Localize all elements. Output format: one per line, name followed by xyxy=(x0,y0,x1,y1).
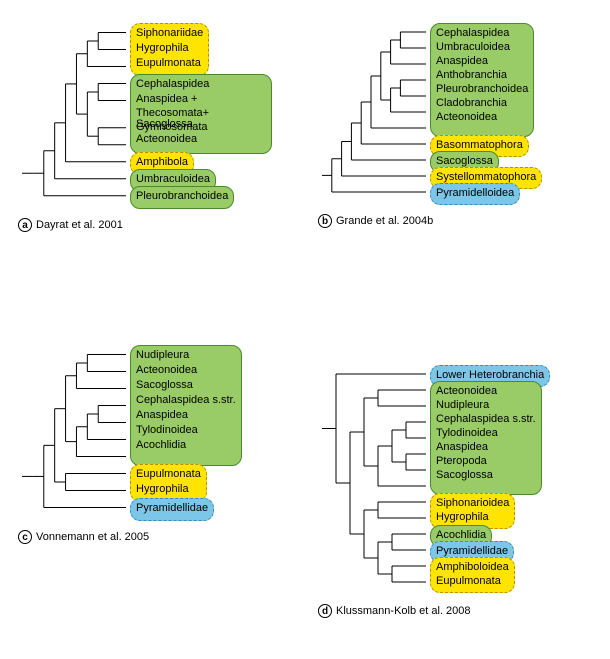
taxon-label: Siphonarioidea xyxy=(436,497,509,511)
taxon-label: Cephalaspidea s.str. xyxy=(436,413,536,427)
taxon-label: Anaspidea xyxy=(436,55,528,69)
taxon-group: Pyramidellidae xyxy=(130,498,214,521)
cladogram xyxy=(18,16,128,212)
taxon-label: Anaspidea xyxy=(436,441,536,455)
taxon-label: Eupulmonata xyxy=(436,575,509,589)
taxon-group: NudipleuraActeonoideaSacoglossaCephalasp… xyxy=(130,345,242,466)
cladogram xyxy=(318,16,428,208)
taxon-group: CephalaspideaAnaspidea + Thecosomata+ Gy… xyxy=(130,74,272,154)
taxon-group: CephalaspideaUmbraculoideaAnaspideaAntho… xyxy=(430,23,534,137)
panel-citation: Grande et al. 2004b xyxy=(336,215,433,227)
taxon-group: SiphonarioideaHygrophila xyxy=(430,493,515,529)
taxon-label: Acochlidia xyxy=(136,439,236,454)
taxon-label: Eupulmonata xyxy=(136,57,203,72)
panel-caption: c Vonnemann et al. 2005 xyxy=(18,530,149,544)
taxon-label: Pleurobranchoidea xyxy=(136,190,228,205)
taxon-label: Tylodinoidea xyxy=(136,424,236,439)
panel-c: NudipleuraActeonoideaSacoglossaCephalasp… xyxy=(18,338,308,578)
panel-b: CephalaspideaUmbraculoideaAnaspideaAntho… xyxy=(318,16,608,256)
panel-caption: a Dayrat et al. 2001 xyxy=(18,218,123,232)
taxon-label: Eupulmonata xyxy=(136,468,201,483)
panel-citation: Klussmann-Kolb et al. 2008 xyxy=(336,605,471,617)
panel-letter: c xyxy=(18,530,32,544)
taxon-group: EupulmonataHygrophila xyxy=(130,464,207,502)
taxon-label: Sacoglossa xyxy=(136,379,236,394)
taxon-label: Hygrophila xyxy=(136,483,201,498)
taxon-group: Pyramidelloidea xyxy=(430,183,520,205)
panel-letter: d xyxy=(318,604,332,618)
taxon-label: Pyramidelloidea xyxy=(436,187,514,201)
taxon-label: Pyramidellidae xyxy=(136,502,208,517)
taxon-label: Nudipleura xyxy=(136,349,236,364)
taxon-label: Cephalaspidea xyxy=(436,27,528,41)
taxon-label: Sacoglossa xyxy=(436,469,536,483)
taxon-label: Anthobranchia xyxy=(436,69,528,83)
taxon-group: Pleurobranchoidea xyxy=(130,186,234,209)
panel-letter: a xyxy=(18,218,32,232)
taxon-label: Pleurobranchoidea xyxy=(436,83,528,97)
taxon-group: SiphonariidaeHygrophilaEupulmonata xyxy=(130,23,209,76)
taxon-label: Anaspidea + Thecosomata+ Gymnosomata xyxy=(136,93,266,118)
cladogram xyxy=(18,338,128,524)
taxon-label: Cephalaspidea xyxy=(136,78,266,93)
taxon-label: Acteonoidea xyxy=(136,364,236,379)
panel-citation: Vonnemann et al. 2005 xyxy=(36,531,149,543)
panel-letter: b xyxy=(318,214,332,228)
taxon-label: Cephalaspidea s.str. xyxy=(136,394,236,409)
panel-d: Lower HeterobranchiaActeonoideaNudipleur… xyxy=(318,358,608,638)
taxon-label: Hygrophila xyxy=(436,511,509,525)
panel-caption: d Klussmann-Kolb et al. 2008 xyxy=(318,604,471,618)
taxon-label: Amphiboloidea xyxy=(436,561,509,575)
taxon-label: Anaspidea xyxy=(136,409,236,424)
taxon-label: Siphonariidae xyxy=(136,27,203,42)
taxon-label: Acteonoidea xyxy=(136,133,266,148)
taxon-label: Nudipleura xyxy=(436,399,536,413)
panel-caption: b Grande et al. 2004b xyxy=(318,214,433,228)
taxon-label: Umbraculoidea xyxy=(436,41,528,55)
taxon-label: Cladobranchia xyxy=(436,97,528,111)
taxon-label: Acteonoidea xyxy=(436,385,536,399)
taxon-label: Pteropoda xyxy=(436,455,536,469)
taxon-label: Hygrophila xyxy=(136,42,203,57)
panel-a: SiphonariidaeHygrophilaEupulmonataCephal… xyxy=(18,16,308,256)
cladogram xyxy=(318,358,428,598)
taxon-label: Tylodinoidea xyxy=(436,427,536,441)
taxon-group: ActeonoideaNudipleuraCephalaspidea s.str… xyxy=(430,381,542,495)
taxon-group: AmphiboloideaEupulmonata xyxy=(430,557,515,593)
panel-citation: Dayrat et al. 2001 xyxy=(36,219,123,231)
taxon-label: Acteonoidea xyxy=(436,111,528,125)
